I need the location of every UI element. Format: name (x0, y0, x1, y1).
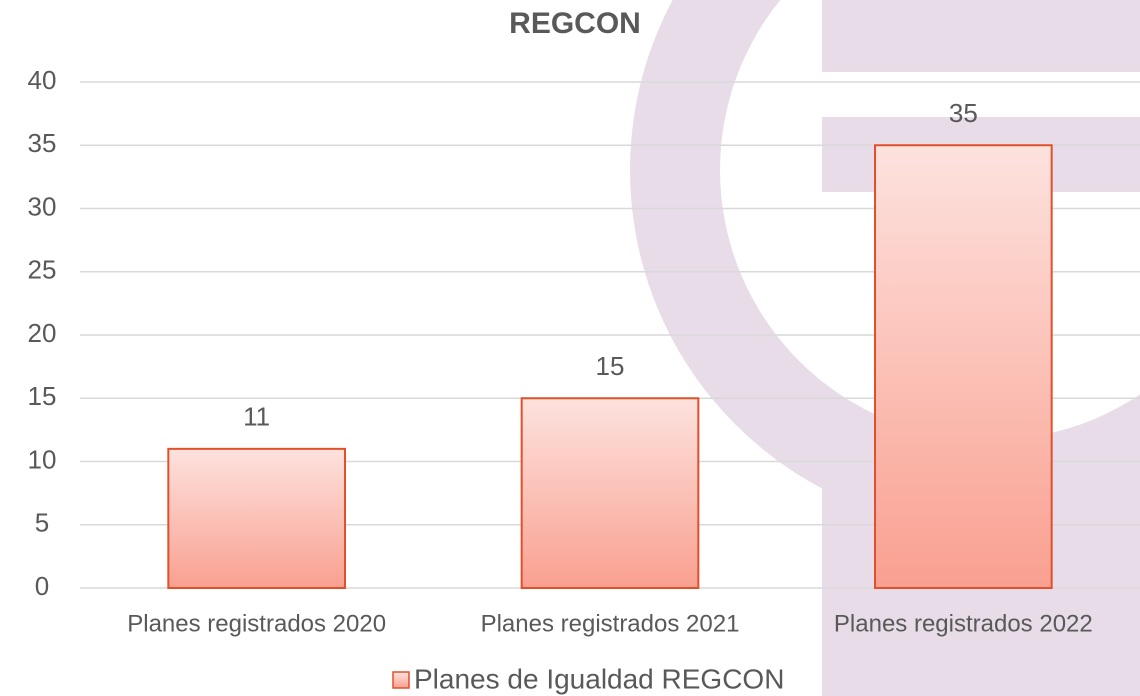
data-label: 35 (949, 98, 978, 128)
y-tick-label: 15 (28, 381, 57, 411)
x-tick-label: Planes registrados 2020 (127, 610, 386, 637)
legend-swatch (392, 671, 410, 689)
chart-title: REGCON (509, 7, 641, 40)
bar (520, 397, 700, 589)
y-tick-label: 0 (35, 571, 49, 601)
y-tick-label: 30 (28, 191, 57, 221)
data-label: 15 (596, 351, 625, 381)
x-tick-label: Planes registrados 2022 (834, 610, 1093, 637)
y-tick-label: 20 (28, 318, 57, 348)
y-tick-label: 5 (35, 508, 49, 538)
data-label: 11 (243, 402, 270, 432)
y-tick-label: 40 (28, 65, 57, 95)
y-tick-label: 35 (28, 128, 57, 158)
y-tick-label: 25 (28, 255, 57, 285)
bar (874, 144, 1053, 589)
y-tick-label: 10 (28, 444, 57, 474)
bar (167, 447, 346, 589)
x-tick-label: Planes registrados 2021 (481, 610, 740, 637)
legend-label: Planes de Igualdad REGCON (414, 663, 784, 694)
